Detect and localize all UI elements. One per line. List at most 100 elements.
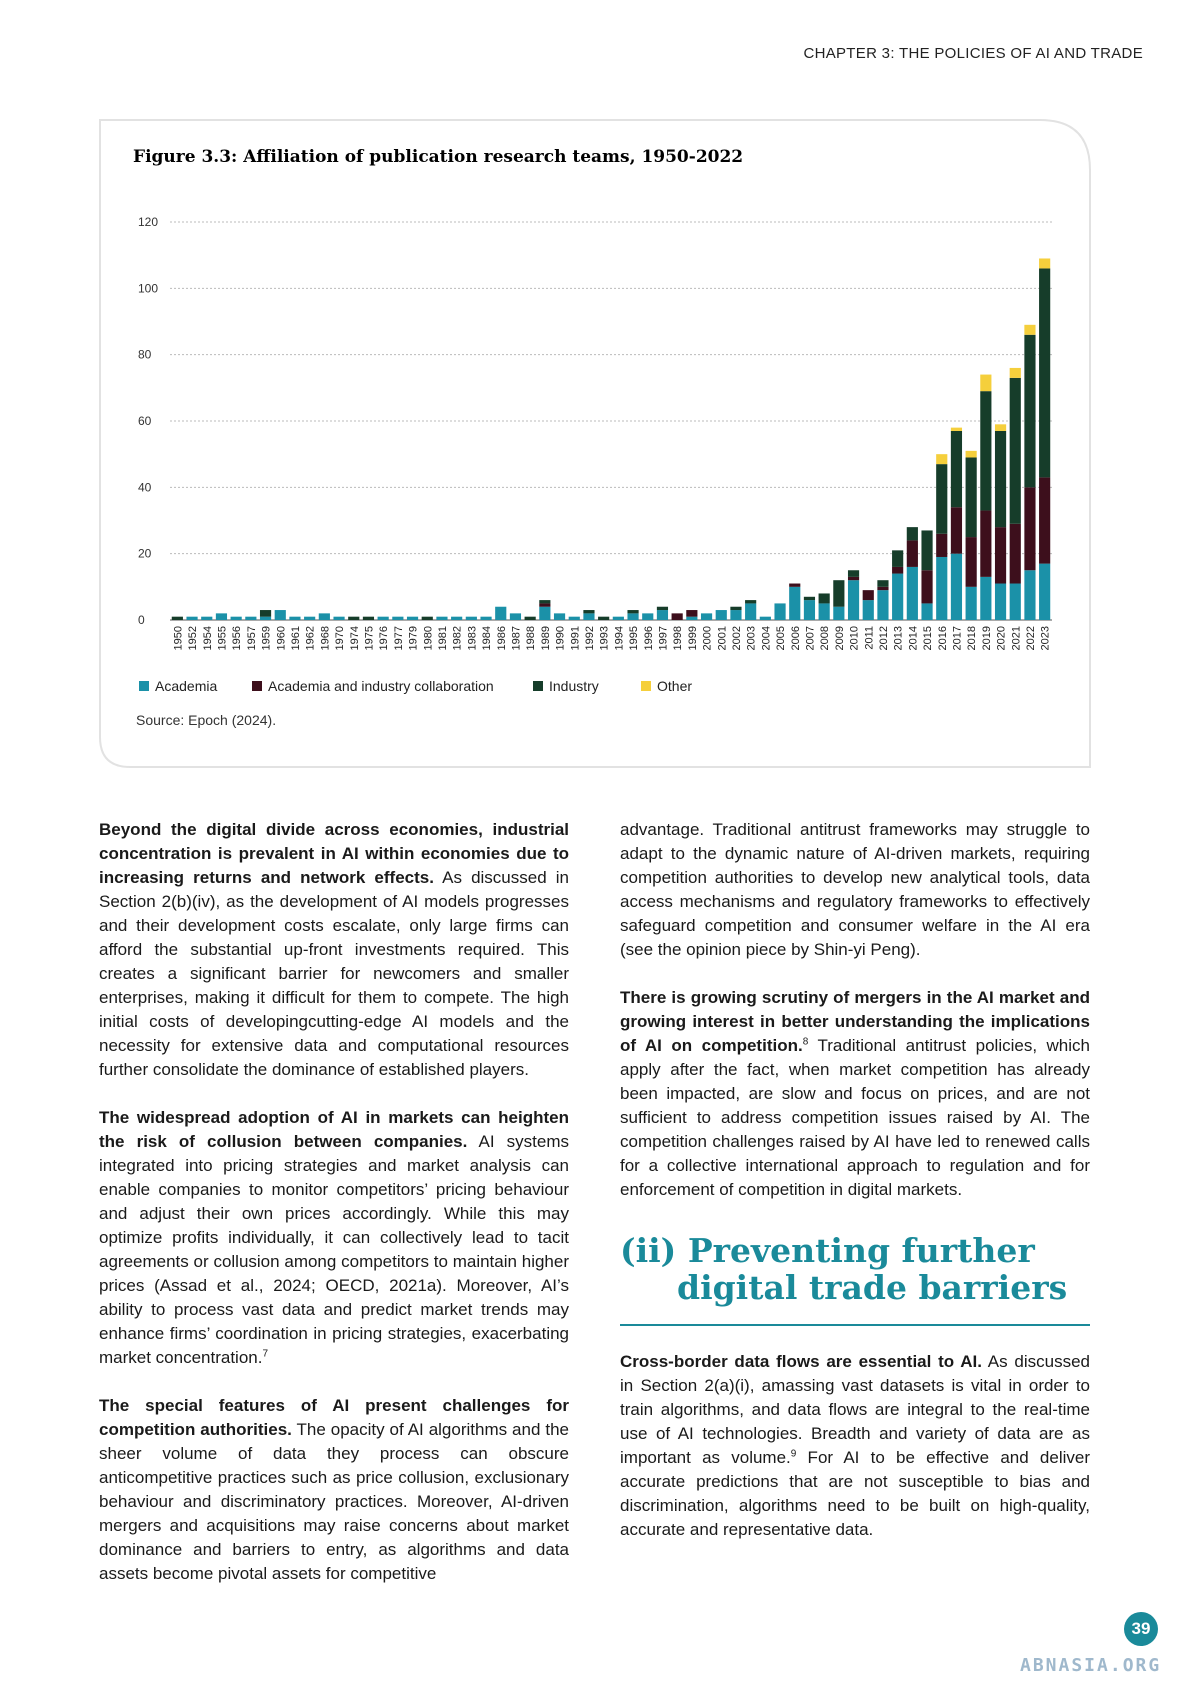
bar-segment xyxy=(1024,487,1036,571)
bar-segment xyxy=(1024,570,1036,620)
bar-segment xyxy=(171,616,183,620)
bar-segment xyxy=(656,610,669,620)
bar-segment xyxy=(803,600,816,620)
body-text: AI systems integrated into pricing strat… xyxy=(99,1132,569,1367)
bar-segment xyxy=(745,600,757,604)
bar-segment xyxy=(950,430,963,508)
lead-sentence: There is growing scrutiny of mergers in … xyxy=(620,988,1090,1055)
body-text: The opacity of AI algorithms and the she… xyxy=(99,1420,569,1583)
body-text: advantage. Traditional antitrust framewo… xyxy=(620,820,1090,959)
bar-segment xyxy=(803,596,816,601)
x-tick-label: 1993 xyxy=(599,626,611,650)
bar-segment xyxy=(921,570,933,604)
x-tick-label: 1962 xyxy=(305,626,317,650)
paragraph: There is growing scrutiny of mergers in … xyxy=(620,986,1090,1202)
x-tick-label: 2019 xyxy=(981,626,993,650)
x-tick-label: 1950 xyxy=(172,626,184,650)
bar-segment xyxy=(921,530,933,571)
figure: Figure 3.3: Affiliation of publication r… xyxy=(99,119,1091,768)
figure-card xyxy=(99,119,1091,768)
legend-swatch xyxy=(641,681,651,691)
x-tick-label: 2007 xyxy=(804,626,816,650)
bar-segment xyxy=(201,616,213,620)
legend-swatch xyxy=(139,681,149,691)
x-tick-label: 1991 xyxy=(569,626,581,650)
legend-label: Industry xyxy=(549,678,599,694)
lead-sentence: The widespread adoption of AI in markets… xyxy=(99,1108,569,1151)
right-column: advantage. Traditional antitrust framewo… xyxy=(620,818,1090,1566)
x-tick-label: 2003 xyxy=(746,626,758,650)
x-tick-label: 2009 xyxy=(834,626,846,650)
bar-segment xyxy=(274,610,286,620)
bar-segment xyxy=(847,576,860,581)
bar-segment xyxy=(1009,367,1021,378)
heading-text: (ii) xyxy=(620,1231,677,1270)
bar-segment xyxy=(730,606,742,611)
left-column: Beyond the digital divide across economi… xyxy=(99,818,569,1610)
bar-segment xyxy=(1039,258,1051,269)
x-tick-label: 2016 xyxy=(937,626,949,650)
x-tick-label: 2015 xyxy=(922,626,934,650)
bar-segment xyxy=(921,603,933,620)
x-tick-label: 1974 xyxy=(349,626,361,650)
heading-text: Preventing further xyxy=(687,1231,1035,1270)
bar-segment xyxy=(451,616,463,620)
bar-segment xyxy=(774,603,786,620)
bar-segment xyxy=(1039,563,1051,620)
bar-segment xyxy=(598,616,610,620)
legend-swatch xyxy=(252,681,262,691)
bar-segment xyxy=(906,527,918,541)
x-tick-label: 1992 xyxy=(584,626,596,650)
bar-segment xyxy=(465,616,477,620)
bar-segment xyxy=(994,527,1007,584)
legend-swatch xyxy=(533,681,543,691)
bar-segment xyxy=(627,613,639,620)
bar-segment xyxy=(906,540,918,567)
body-text: As discussed in Section 2(b)(iv), as the… xyxy=(99,868,569,1079)
section-heading: (ii) Preventing further digital trade bar… xyxy=(620,1232,1090,1326)
x-tick-label: 1956 xyxy=(231,626,243,650)
running-header: CHAPTER 3: THE POLICIES OF AI AND TRADE xyxy=(803,45,1143,62)
bar-segment xyxy=(1009,377,1021,524)
x-tick-label: 1999 xyxy=(687,626,699,650)
x-tick-label: 2004 xyxy=(760,626,772,650)
bar-segment xyxy=(789,586,801,620)
x-tick-label: 1975 xyxy=(363,626,375,650)
bar-segment xyxy=(186,616,198,620)
x-tick-label: 1998 xyxy=(672,626,684,650)
bar-segment xyxy=(700,613,713,620)
x-tick-label: 2013 xyxy=(893,626,905,650)
x-tick-label: 2010 xyxy=(849,626,861,650)
x-tick-label: 2018 xyxy=(966,626,978,650)
bar-segment xyxy=(627,610,639,614)
x-tick-label: 2000 xyxy=(702,626,714,650)
x-tick-label: 2002 xyxy=(731,626,743,650)
bar-segment xyxy=(892,566,904,574)
bar-segment xyxy=(1039,477,1051,564)
bar-segment xyxy=(1024,334,1036,488)
x-tick-label: 1982 xyxy=(452,626,464,650)
bar-segment xyxy=(539,600,551,604)
bar-segment xyxy=(524,616,536,620)
lead-sentence: The special features of AI present chall… xyxy=(99,1396,569,1439)
x-tick-label: 1960 xyxy=(275,626,287,650)
x-tick-label: 1996 xyxy=(643,626,655,650)
body-text: Traditional antitrust policies, which ap… xyxy=(620,1036,1090,1199)
bar-segment xyxy=(730,610,742,620)
bar-segment xyxy=(862,600,874,620)
y-tick-label: 100 xyxy=(138,281,158,295)
x-tick-label: 1997 xyxy=(657,626,669,650)
bar-segment xyxy=(553,613,566,620)
heading-text: digital trade barriers xyxy=(677,1268,1068,1307)
bar-segment xyxy=(686,610,698,617)
bar-segment xyxy=(259,616,272,620)
bar-segment xyxy=(509,613,522,620)
x-tick-label: 1983 xyxy=(466,626,478,650)
bar-segment xyxy=(642,613,654,620)
bar-segment xyxy=(818,603,830,620)
bar-segment xyxy=(789,583,801,587)
paragraph: The special features of AI present chall… xyxy=(99,1394,569,1586)
bar-segment xyxy=(877,586,889,591)
bar-segment xyxy=(994,430,1007,528)
